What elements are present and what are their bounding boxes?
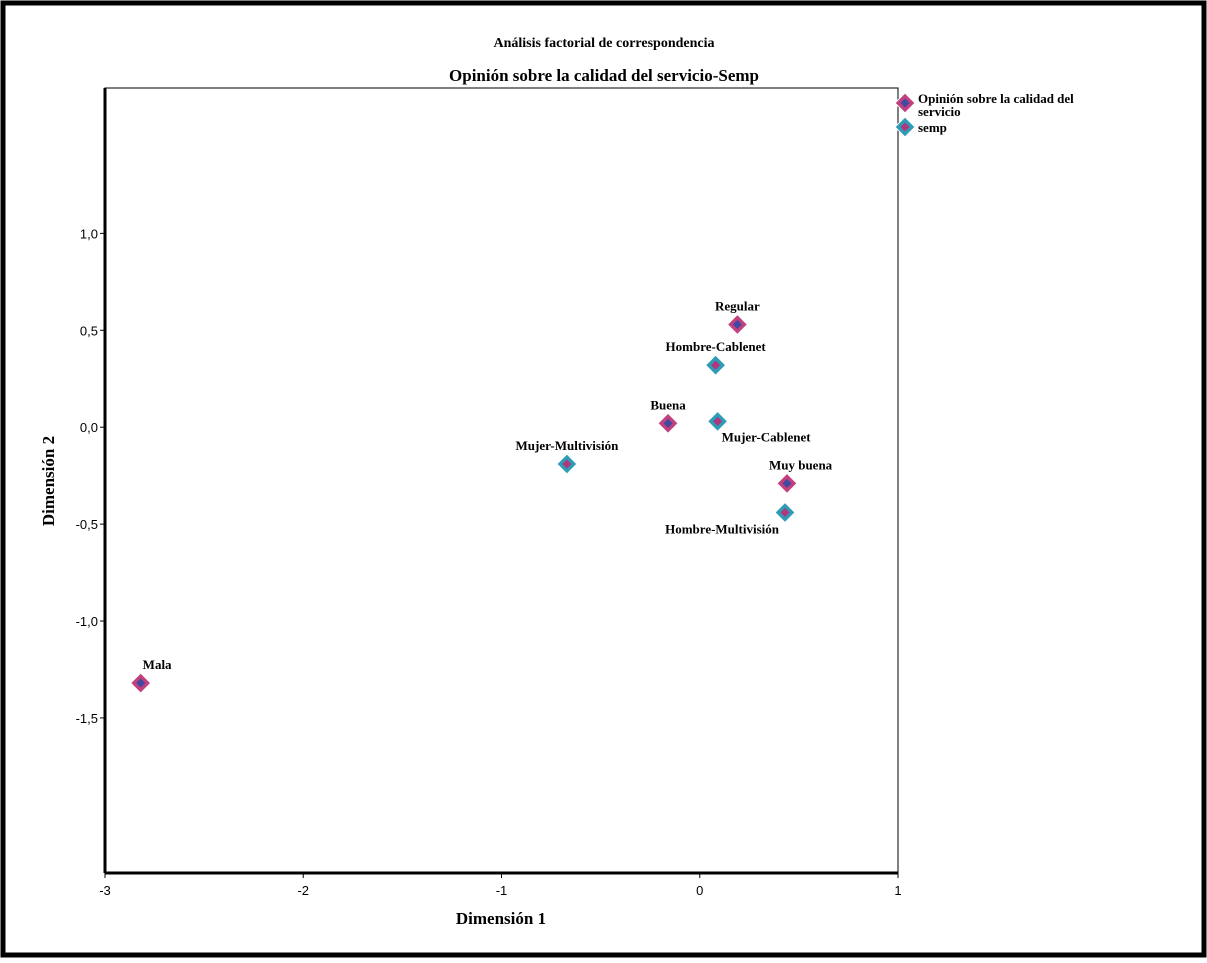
x-tick-label: 1 bbox=[894, 883, 901, 898]
x-tick-label: -3 bbox=[99, 883, 111, 898]
x-tick-label: -1 bbox=[496, 883, 508, 898]
data-point-marker bbox=[657, 412, 679, 435]
y-tick-label: -1,5 bbox=[76, 711, 98, 726]
y-tick-label: 0,5 bbox=[80, 323, 98, 338]
data-point-marker bbox=[774, 501, 796, 524]
chart-title: Opinión sobre la calidad del servicio-Se… bbox=[449, 66, 759, 85]
data-point-marker bbox=[556, 453, 578, 475]
data-point-label: Hombre-Cablenet bbox=[666, 339, 767, 354]
data-points: Regular Buena Muy buena Mala Hombre-Cablenet… bbox=[129, 298, 833, 694]
legend-label: Opinión sobre la calidad del servicio bbox=[918, 91, 1074, 119]
data-point-marker bbox=[704, 354, 727, 376]
data-point-label: Buena bbox=[650, 397, 686, 412]
axis-ticks: -3 -2 -1 0 1 1,0 0,5 0,0 -0,5 -1,0 -1,5 bbox=[76, 226, 902, 898]
data-point-label: Hombre-Multivisión bbox=[665, 521, 780, 536]
chart-supertitle: Análisis factorial de correspondencia bbox=[493, 36, 714, 51]
data-point-marker bbox=[726, 313, 749, 336]
x-tick-label: 0 bbox=[696, 883, 703, 898]
data-point-label: Regular bbox=[715, 298, 760, 313]
legend-marker bbox=[894, 116, 916, 138]
y-tick-label: -1,0 bbox=[76, 614, 98, 629]
y-axis-title: Dimensión 2 bbox=[39, 436, 58, 526]
plot-area bbox=[104, 87, 899, 874]
legend-marker bbox=[894, 92, 916, 114]
x-tick-label: -2 bbox=[297, 883, 309, 898]
data-point-label: Mujer-Multivisión bbox=[516, 438, 620, 453]
data-point-marker bbox=[776, 472, 798, 495]
x-axis-title: Dimensión 1 bbox=[456, 909, 546, 928]
data-point-marker bbox=[129, 672, 152, 694]
data-point-marker bbox=[706, 410, 729, 433]
legend-label: semp bbox=[918, 120, 947, 135]
y-tick-label: 0,0 bbox=[80, 420, 98, 435]
y-tick-label: -0,5 bbox=[76, 517, 98, 532]
y-tick-label: 1,0 bbox=[80, 226, 98, 241]
data-point-label: Mujer-Cablenet bbox=[722, 429, 812, 444]
data-point-label: Mala bbox=[143, 657, 172, 672]
data-point-label: Muy buena bbox=[769, 457, 833, 472]
